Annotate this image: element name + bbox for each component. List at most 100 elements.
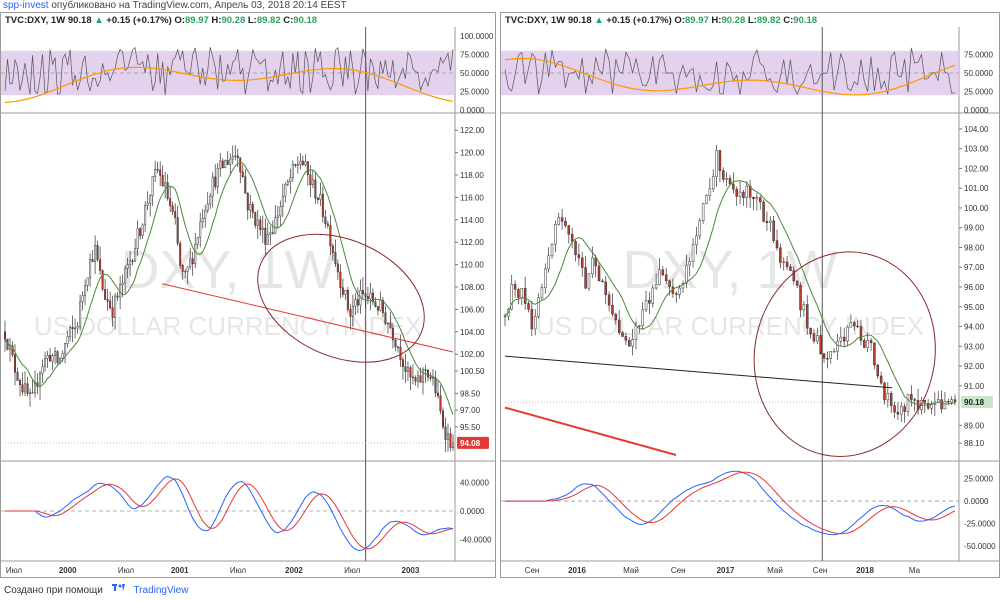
candle [351,305,354,317]
candle [409,367,412,378]
time-tick-label: 2016 [568,566,586,575]
price-tick-label: 91.00 [964,382,985,391]
chart-panel-right[interactable]: TVC:DXY, 1W 90.18 ▲ +0.15 (+0.17%) O:89.… [500,12,1000,578]
price-tick-label: 92.00 [964,362,985,371]
publish-header: spp-invest опубликовано на TradingView.c… [0,0,1000,12]
price-tick-label: 110.00 [460,261,484,270]
candle [166,182,169,199]
candle [69,327,72,337]
price-tick-label: 103.00 [964,145,989,154]
candle [404,366,407,372]
candle [201,218,204,223]
candle [144,205,147,226]
candle [584,267,587,289]
candle [126,264,129,269]
candle [732,183,735,190]
candle [748,185,752,198]
chart-svg-right[interactable]: DXY, 1W US DOLLAR CURRENCY INDEX 104.00 103… [501,13,1000,578]
candle [869,340,873,344]
candle [164,182,167,187]
candle [296,164,299,166]
candle [169,198,172,207]
candle [264,227,267,245]
candle [44,358,47,367]
chart-panel-left[interactable]: TVC:DXY, 1W 90.18 ▲ +0.15 (+0.17%) O:89.… [0,12,496,578]
support-line [504,355,893,389]
moving-average-line [4,161,454,415]
time-tick-label: 2002 [285,566,303,575]
candle [567,225,571,235]
candle [641,309,644,326]
candle [601,280,604,283]
candle [889,393,893,406]
candle [156,169,159,171]
candle [101,270,104,290]
candle [950,399,953,403]
candle [708,188,712,196]
candle [386,322,389,325]
candle [839,336,843,342]
candle [842,336,846,342]
candle [19,380,22,385]
candle [311,179,314,186]
price-tick-label: 96.00 [964,283,985,292]
candle [286,181,289,185]
legend-low: 89.82 [756,15,781,26]
rsi-tick-label: 0.0000 [460,106,485,115]
candle [324,216,327,225]
candle [816,335,819,342]
red-trendline [504,406,677,456]
candle [722,170,725,180]
price-tick-label: 102.00 [460,350,485,359]
candle [99,259,102,271]
watermark-name: US DOLLAR CURRENCY INDEX [34,311,422,341]
tradingview-link[interactable]: TradingView [133,584,189,596]
price-tick-label: 118.00 [460,171,484,180]
candle [537,297,540,317]
candle [654,284,658,289]
candle [176,217,179,244]
watermark-symbol: DXY, 1W [622,240,837,300]
macd-line [5,475,454,552]
chart-svg-left[interactable]: DXY, 1W US DOLLAR CURRENCY INDEX 122.00 120… [1,13,496,578]
rsi-tick-label: 50.0000 [460,69,489,78]
candle [785,261,789,268]
candle [591,257,594,275]
watermark-name: US DOLLAR CURRENCY INDEX [536,311,924,341]
candle [513,284,517,290]
candle [191,258,194,264]
price-tick-label: 106.00 [460,305,485,314]
candle [644,299,648,311]
publish-info: опубликовано на TradingView.com, Апрель … [51,0,347,11]
author-link[interactable]: spp-invest [3,0,49,11]
candle [452,442,454,448]
candle [429,376,432,379]
candle [752,196,755,200]
rsi-smooth-line [504,57,956,96]
price-tick-label: 108.00 [460,283,485,292]
price-tick-label: 100.50 [460,367,485,376]
macd-tick-label: -50.0000 [964,542,996,551]
candle [256,219,259,226]
time-tick-label: 2003 [402,566,420,575]
candle [196,237,199,245]
candle [762,201,765,222]
candle [765,221,769,224]
candle [64,343,67,354]
macd-tick-label: 0.0000 [964,497,989,506]
candle [9,345,12,350]
candle [231,156,234,160]
legend-left: TVC:DXY, 1W 90.18 ▲ +0.15 (+0.17%) O:89.… [5,15,318,26]
candle [886,393,890,401]
price-tick-label: 97.00 [964,263,985,272]
candle [121,282,124,285]
candle [718,150,722,171]
candle [111,307,114,318]
candle [349,309,352,317]
candle [812,333,816,342]
candle [711,176,715,190]
price-tick-label: 120.00 [460,149,485,158]
time-tick-label: 2000 [59,566,77,575]
candle [611,304,614,315]
candle [849,322,853,328]
